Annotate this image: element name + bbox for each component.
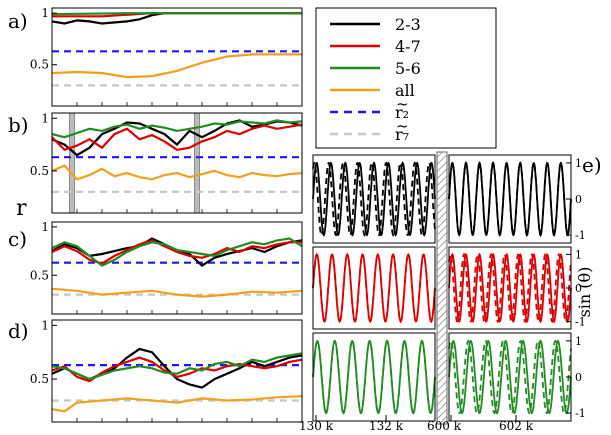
panel-a: 10.5 (30, 6, 303, 107)
panel-e-row2-col0-frame (312, 332, 436, 422)
panel-e-row0-col0-dashed (312, 161, 436, 237)
panel-a-ytick-label-0: 1 (41, 6, 49, 20)
panel-b-shaded-band-0 (69, 112, 75, 214)
x-tick-label-600k: 600 k (427, 419, 462, 433)
panel-e-row2-col1-solid (448, 339, 572, 415)
right-panels: 1 0 -1 1 0 -1 1 0 -1 (312, 151, 586, 425)
panel-e-row0-ytick-label-2: -1 (575, 229, 586, 242)
legend-label-0: 2-3 (395, 15, 421, 34)
panel-e-row0-ytick-label-1: 0 (575, 193, 582, 206)
panel-e-row0-col0-frame (312, 154, 436, 244)
panel-e-row1-col0 (312, 246, 436, 330)
panel-d-ytick-label-0: 1 (41, 318, 49, 332)
panel-b: 10.5 (30, 111, 303, 214)
panel-b-ytick-label-0: 1 (41, 111, 49, 125)
panel-d-frame (51, 319, 303, 423)
legend-label-5: r₇ (395, 125, 409, 144)
panel-e-row1-ytick-label-1: 0 (575, 282, 582, 295)
panel-e-row0-col1 (448, 154, 572, 244)
panel-a-series-56 (51, 12, 302, 16)
panel-e-row1-ytick-label-0: 1 (575, 248, 582, 261)
panel-b-series-56 (51, 119, 303, 139)
panel-e-row2-col1 (448, 332, 572, 422)
panel-e-row2-ytick-label-0: 1 (575, 335, 582, 348)
left-panels: 10.510.510.510.5 (30, 6, 303, 423)
panel-e-row0-col1-dashed (448, 161, 572, 237)
x-tick-label-602k: 602 k (499, 419, 534, 433)
panel-a-frame (51, 7, 303, 107)
left-y-axis-label: r (16, 196, 27, 221)
panel-c-frame (51, 221, 303, 315)
panel-e-row2-col0 (312, 332, 436, 422)
panel-label-d: d) (8, 319, 29, 343)
panel-c-series-56 (51, 237, 303, 267)
x-tick-label-132k: 132 k (369, 419, 404, 433)
panel-e-row0-ytick-label-0: 1 (575, 157, 582, 170)
panel-label-c: c) (8, 227, 27, 251)
panel-d: 10.5 (30, 318, 303, 423)
legend-label-4: r₂ (395, 103, 409, 122)
panel-e-row2-ytick-label-1: 0 (575, 371, 582, 384)
panel-e-row1-col1 (448, 246, 572, 330)
legend-label-2: 5-6 (395, 59, 421, 78)
panel-c-series-47 (51, 239, 302, 265)
panel-b-ytick-label-1: 0.5 (30, 164, 49, 178)
legend-tilde-4: ~ (396, 95, 409, 113)
panel-e-row0-col0-solid (312, 161, 436, 237)
panel-label-e: e) (582, 153, 602, 177)
panel-label-b: b) (8, 113, 29, 137)
panel-e-row0-col0 (312, 154, 436, 244)
panel-c-series-all (51, 287, 303, 298)
legend-tilde-5: ~ (396, 117, 409, 135)
panel-b-series-47 (51, 123, 303, 152)
panel-b-series-all (51, 164, 303, 181)
panel-d-ytick-label-1: 0.5 (30, 372, 49, 386)
axis-break-hatch (436, 151, 448, 425)
x-tick-label-130k: 130 k (299, 419, 334, 433)
legend-box (315, 7, 497, 149)
legend-label-3: all (395, 81, 415, 100)
panel-e-row1-ytick-label-2: -1 (575, 316, 586, 329)
panel-e-row1-col0-frame (312, 246, 436, 330)
panel-e-row1-col1-solid (448, 252, 572, 324)
legend-label-1: 4-7 (395, 37, 421, 56)
panel-e-row1-col1-dashed (448, 252, 572, 324)
panel-a-ytick-label-1: 0.5 (30, 58, 49, 72)
panel-c-ytick-label-1: 0.5 (30, 268, 49, 282)
panel-e-row2-col0-dashed (312, 339, 436, 415)
panel-e-row1-col0-dashed (312, 252, 436, 324)
panel-c-ytick-label-0: 1 (41, 220, 49, 234)
panel-a-series-all (51, 53, 302, 79)
panel-e-row2-col1-dashed (448, 339, 572, 415)
panel-d-series-all (51, 395, 303, 413)
panel-e-row2-ytick-label-2: -1 (575, 407, 586, 420)
panel-label-a: a) (8, 9, 28, 33)
panel-c: 10.5 (30, 220, 303, 315)
right-y-axis-label: sin (θ) (575, 267, 594, 318)
panel-d-series-56 (51, 352, 303, 381)
